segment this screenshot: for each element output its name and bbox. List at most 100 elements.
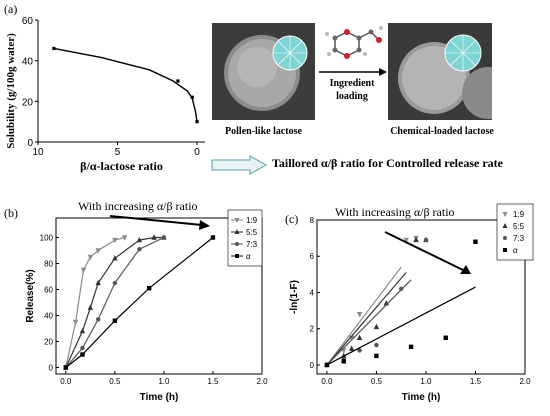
b-data-point — [121, 235, 128, 241]
b-x-tick-label: 0.5 — [109, 377, 121, 386]
b-trend-arrow — [109, 215, 203, 226]
b-data-point — [87, 254, 94, 261]
b-data-point — [79, 327, 86, 334]
b-legend-marker — [234, 218, 240, 223]
c-y-tick-label: 8 — [310, 216, 315, 225]
b-y-tick-label: 80 — [44, 260, 53, 269]
a-data-point — [195, 120, 199, 124]
c-data-point — [341, 359, 346, 364]
arrow-label-line1: Ingredient — [329, 78, 375, 89]
b-data-point — [80, 267, 87, 274]
chart-c-kinetics: 0 2 4 6 8 0.0 0.5 1.0 1.5 2.0 1:9 5:5 7:3 α With incre… — [289, 203, 534, 403]
b-trend-arrowhead-icon — [199, 220, 210, 230]
b-data-point — [136, 236, 143, 243]
c-data-point — [348, 345, 355, 351]
c-data-point — [324, 362, 330, 368]
pollen-lactose-image — [212, 23, 315, 120]
c-data-point — [374, 342, 379, 348]
panel-b-label: (b) — [4, 206, 18, 220]
b-y-tick-label: 20 — [44, 338, 53, 347]
c-x-tick-label: 2.0 — [519, 377, 531, 386]
b-y-tick-label: 0 — [49, 364, 54, 373]
a-x-tick-label: 5 — [115, 147, 121, 158]
b-data-point — [95, 248, 101, 254]
b-data-point — [112, 280, 118, 286]
a-x-axis-label: β/α-lactose ratio — [80, 159, 163, 173]
c-data-point — [356, 334, 363, 340]
b-data-point — [161, 235, 167, 240]
a-y-tick-label: 60 — [22, 16, 34, 27]
panel-c-label: (c) — [285, 212, 299, 226]
b-data-point — [63, 365, 69, 370]
b-legend-marker — [235, 254, 239, 258]
c-x-tick-label: 1.0 — [420, 377, 432, 386]
c-legend-marker — [502, 223, 508, 228]
b-data-point — [210, 235, 216, 240]
b-y-axis-label: Release(%) — [25, 269, 36, 322]
b-x-axis-label: Time (h) — [140, 392, 179, 403]
b-trend-annotation: With increasing α/β ratio — [78, 199, 198, 213]
a-y-tick-label: 20 — [22, 97, 34, 108]
b-legend-label: α — [246, 252, 251, 261]
ingredient-loading-arrow — [319, 26, 387, 76]
b-y-tick-label: 60 — [44, 286, 53, 295]
c-y-tick-label: 0 — [310, 361, 315, 370]
c-data-point — [423, 237, 429, 243]
b-legend-label: 5:5 — [246, 228, 258, 237]
b-legend-label: 7:3 — [246, 240, 258, 249]
c-trend-annotation: With increasing α/β ratio — [335, 205, 455, 219]
a-data-point — [52, 46, 56, 51]
c-data-point — [356, 312, 363, 318]
b-plot-frame — [55, 217, 263, 375]
b-x-tick-label: 2.0 — [256, 377, 268, 386]
c-trend-arrowhead-icon — [460, 265, 471, 274]
banner-text: Taillored α/β ratio for Controlled relea… — [272, 156, 503, 170]
b-x-tick-label: 0.0 — [60, 377, 72, 386]
c-data-point — [398, 286, 404, 292]
b-data-point — [80, 345, 85, 351]
c-plot-frame — [316, 219, 526, 375]
c-data-point — [473, 239, 478, 244]
c-y-tick-label: 6 — [310, 252, 315, 261]
a-y-tick-label: 40 — [22, 57, 34, 68]
b-data-point — [95, 317, 101, 322]
c-x-axis-label: Time (h) — [402, 392, 441, 403]
b-legend-marker — [234, 229, 240, 234]
b-legend-marker — [235, 242, 239, 246]
b-data-point — [151, 234, 157, 240]
b-data-point — [87, 304, 94, 310]
b-data-point — [112, 318, 118, 323]
c-legend-label: 7:3 — [513, 234, 525, 243]
b-series-line — [65, 236, 165, 368]
a-x-tick-label: 10 — [32, 147, 44, 158]
b-series-line — [65, 237, 214, 368]
c-y-axis-label: -ln(1-F) — [289, 280, 300, 314]
b-x-tick-label: 1.0 — [158, 377, 170, 386]
c-x-tick-label: 0.5 — [371, 377, 383, 386]
chart-b-release: 0 20 40 60 80 100 0.0 0.5 1.0 1.5 2.0 1:9 5:5 7:3 α Wit… — [25, 199, 268, 403]
b-data-point — [112, 255, 118, 261]
chemical-loaded-lactose-image — [388, 23, 492, 120]
c-x-tick-label: 1.5 — [470, 377, 482, 386]
c-legend-label: α — [513, 246, 518, 255]
c-x-tick-label: 0.0 — [321, 377, 333, 386]
c-data-point — [374, 353, 379, 359]
b-y-tick-label: 100 — [40, 234, 54, 243]
b-legend-box — [227, 209, 263, 267]
c-data-point — [373, 323, 380, 330]
b-x-tick-label: 1.5 — [207, 377, 219, 386]
b-y-tick-label: 40 — [44, 312, 53, 321]
pollen-caption: Pollen-like lactose — [225, 126, 302, 137]
c-legend-label: 5:5 — [513, 222, 525, 231]
c-data-point — [403, 237, 409, 244]
a-data-point — [176, 79, 180, 83]
c-legend-marker — [502, 212, 508, 217]
c-fit-line — [326, 266, 402, 366]
b-data-point — [95, 279, 101, 286]
c-legend-label: 1:9 — [513, 210, 525, 219]
b-series-line — [65, 236, 164, 368]
b-legend-label: 1:9 — [246, 216, 258, 225]
b-data-point — [146, 286, 152, 291]
c-fit-line — [326, 279, 412, 366]
c-legend-marker — [503, 248, 507, 252]
